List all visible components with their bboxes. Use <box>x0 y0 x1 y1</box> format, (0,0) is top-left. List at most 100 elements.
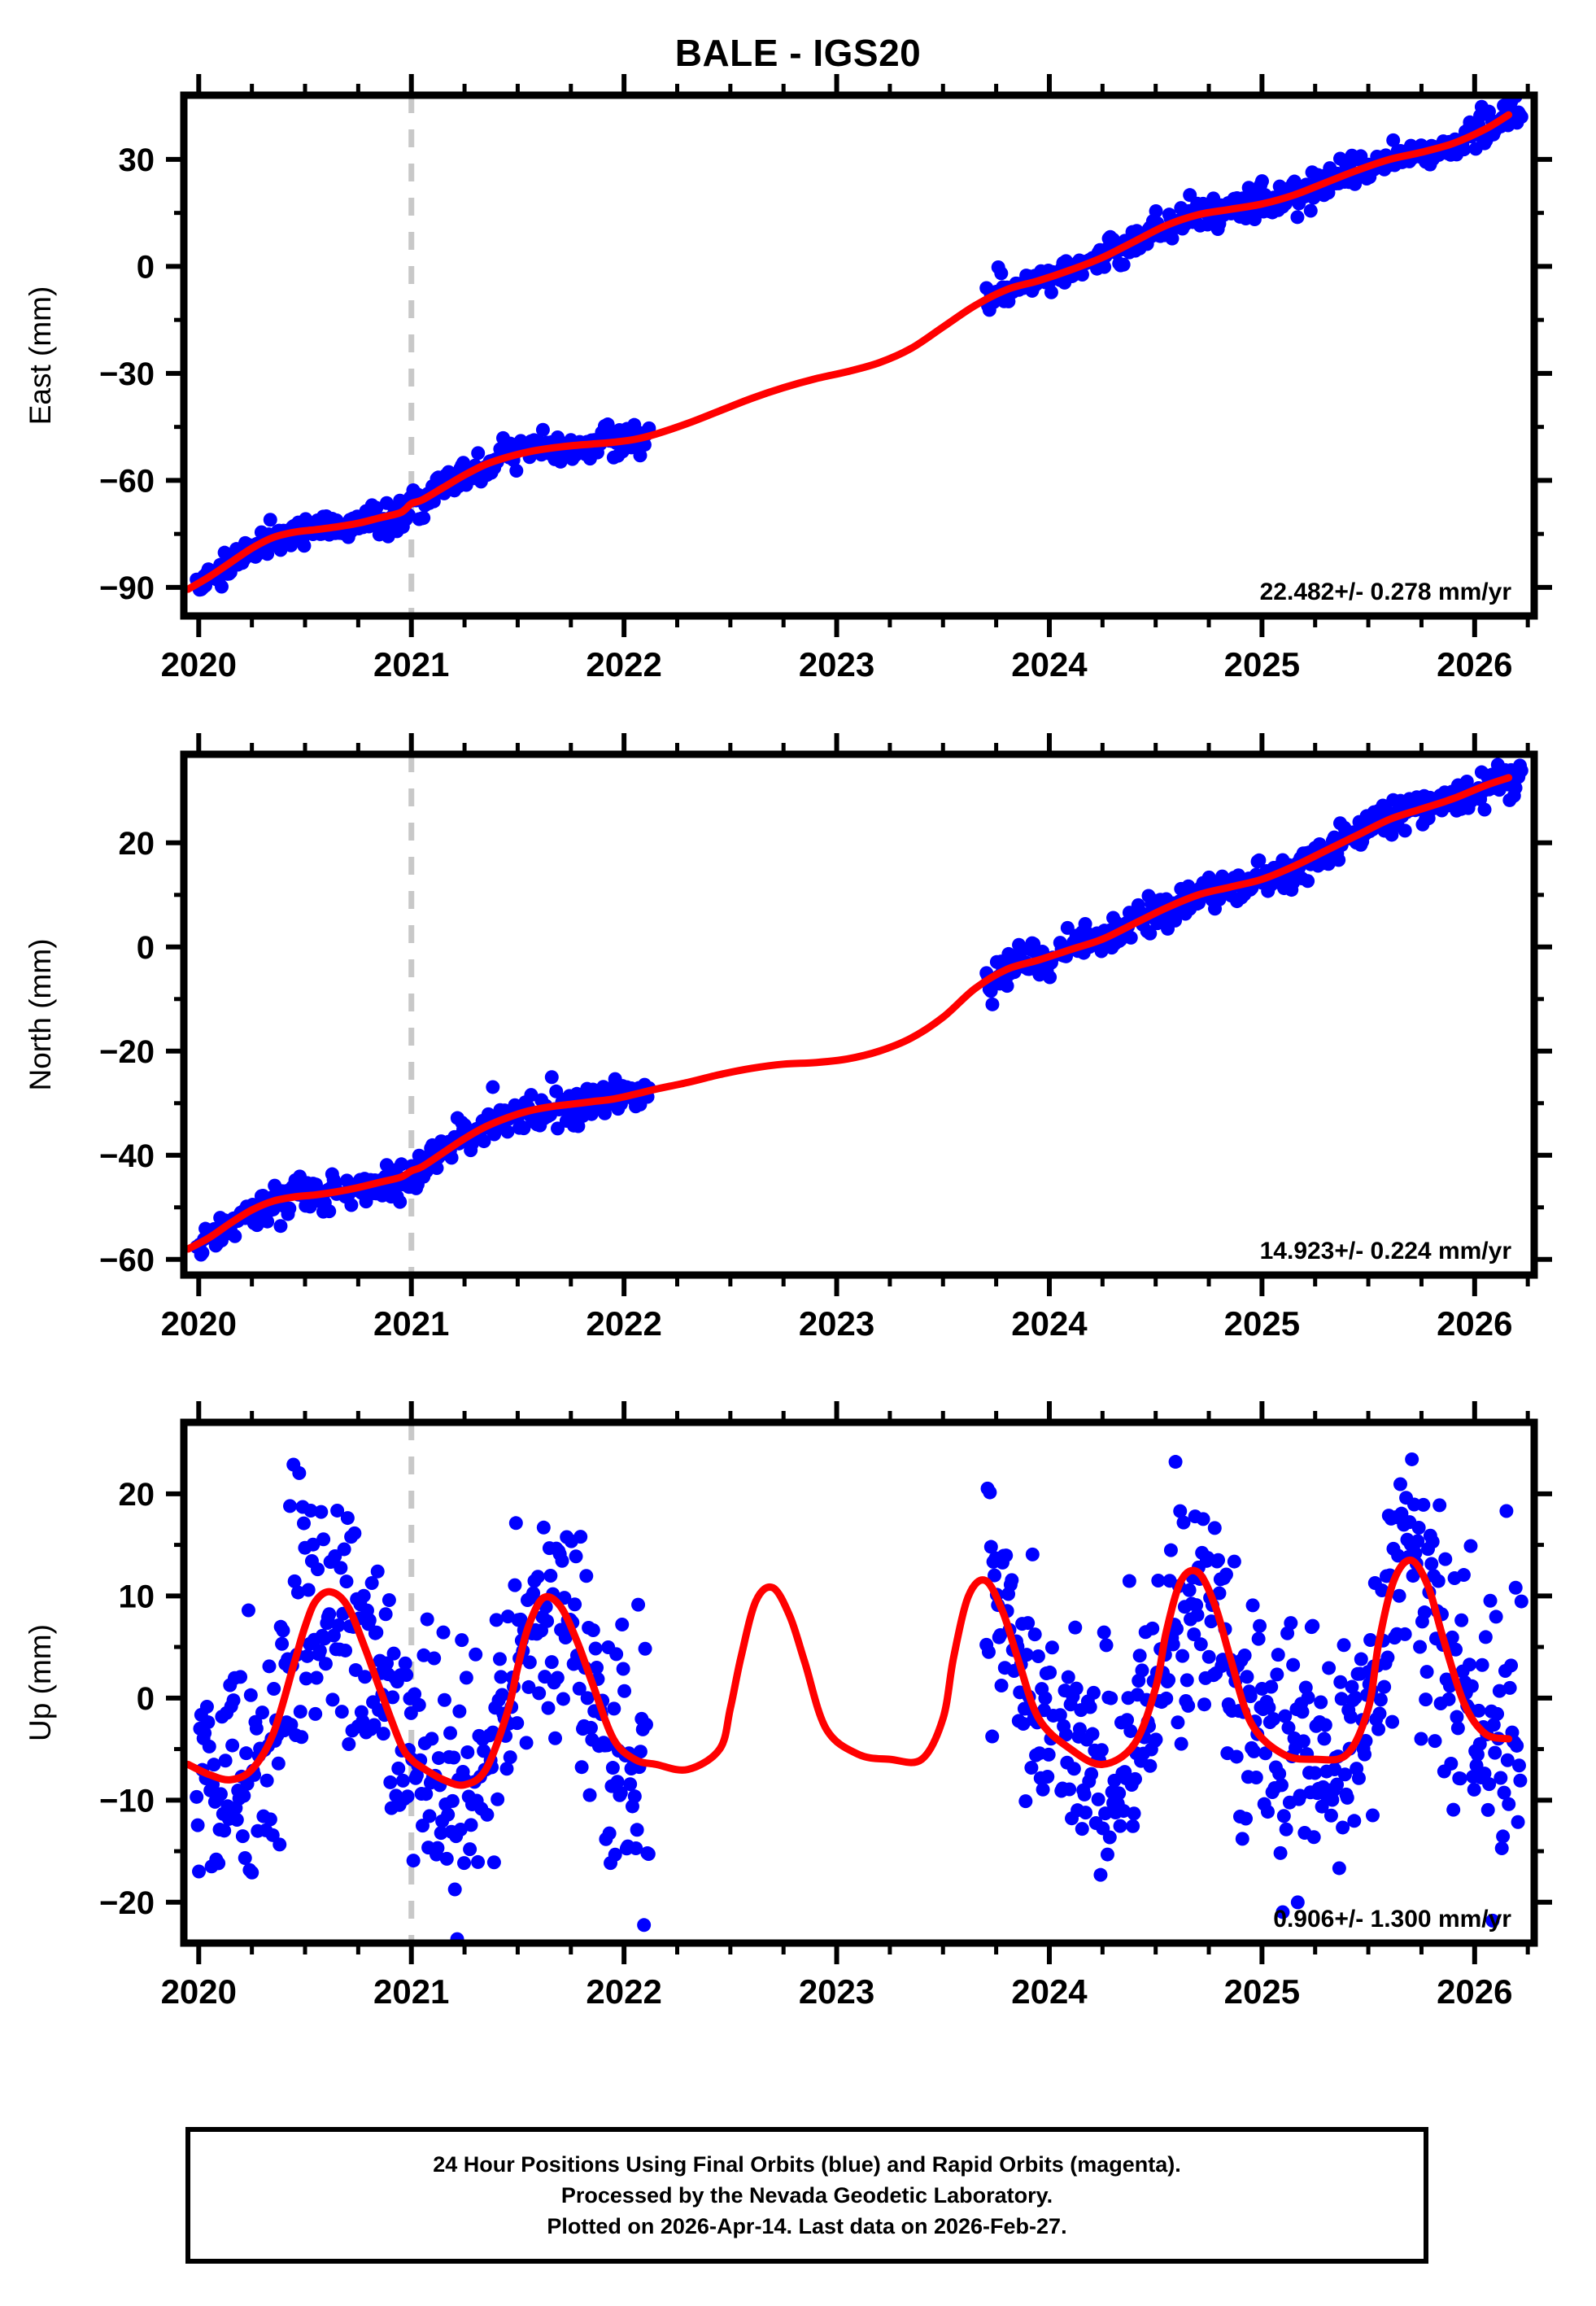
data-point <box>509 463 524 478</box>
data-point <box>1181 1698 1196 1713</box>
data-point <box>434 1826 448 1841</box>
data-layer-north <box>184 754 1528 1275</box>
data-point <box>292 1465 307 1480</box>
data-point <box>284 1718 299 1732</box>
data-point <box>441 1807 456 1822</box>
data-point <box>600 417 615 432</box>
data-point <box>1116 1804 1131 1819</box>
data-point <box>437 1692 451 1707</box>
data-point <box>1500 1753 1515 1767</box>
data-point <box>1135 1663 1149 1678</box>
data-point <box>303 1504 318 1518</box>
data-point <box>1174 1736 1188 1751</box>
data-point <box>1464 1679 1479 1693</box>
data-point <box>1421 811 1436 826</box>
data-point <box>275 1636 290 1651</box>
data-point <box>1486 1718 1501 1732</box>
data-point <box>237 1788 251 1803</box>
data-point <box>486 1855 501 1870</box>
data-point <box>633 448 648 463</box>
data-point <box>1098 1806 1113 1821</box>
data-point <box>386 1690 400 1705</box>
model-trajectory-line <box>184 774 1513 1253</box>
data-point <box>1097 1625 1111 1640</box>
data-point <box>1508 780 1523 795</box>
data-point <box>1337 1638 1351 1653</box>
data-point <box>641 1847 656 1862</box>
data-point <box>1143 926 1158 941</box>
data-point <box>1301 1690 1315 1705</box>
data-point <box>1490 1706 1505 1721</box>
chart-up: 20 10 0 −10 −20 2020 2021 2022 2023 2024 2025 2026 U… <box>24 1401 1552 2011</box>
data-point <box>342 1737 356 1752</box>
data-point <box>1249 1770 1263 1784</box>
data-point <box>530 1570 545 1584</box>
data-point <box>1018 1794 1033 1809</box>
data-point <box>629 1841 643 1855</box>
data-point <box>1494 1841 1509 1856</box>
data-point <box>399 1668 414 1683</box>
data-point <box>1454 1613 1469 1627</box>
data-point <box>1405 1452 1419 1466</box>
data-point <box>1025 1547 1040 1561</box>
data-point <box>1514 1594 1528 1609</box>
data-point <box>273 1219 288 1234</box>
data-point <box>1069 1681 1084 1696</box>
data-point <box>471 1854 486 1869</box>
data-point <box>1450 1710 1464 1724</box>
data-point <box>1237 1648 1252 1662</box>
data-point <box>1337 1767 1352 1782</box>
data-point <box>503 1750 517 1765</box>
data-point <box>1328 1762 1342 1776</box>
data-point <box>245 1865 259 1880</box>
data-point <box>1296 1734 1310 1749</box>
data-point <box>1419 1665 1434 1679</box>
data-point <box>615 1617 630 1631</box>
data-point <box>607 1701 621 1716</box>
rate-annotation-north: 14.923+/- 0.224 mm/yr <box>1260 1238 1512 1264</box>
data-point <box>322 1607 337 1622</box>
xtick-label: 2024 <box>1011 645 1088 684</box>
data-point <box>1306 1830 1321 1845</box>
data-point <box>1330 1777 1345 1792</box>
data-point <box>369 1625 384 1640</box>
data-point <box>1113 1819 1127 1833</box>
data-point <box>1482 1777 1497 1792</box>
data-point <box>1040 1770 1055 1784</box>
data-point <box>226 1693 241 1708</box>
data-point <box>412 1697 426 1712</box>
data-point <box>383 1775 398 1789</box>
data-point <box>299 1671 313 1686</box>
data-point <box>1083 1700 1097 1714</box>
data-point <box>1253 1618 1267 1633</box>
data-point <box>1483 1593 1498 1608</box>
data-point <box>380 1656 395 1671</box>
data-point <box>1075 268 1089 282</box>
data-point <box>301 1583 316 1597</box>
data-point <box>457 1856 472 1871</box>
data-point <box>436 1625 451 1640</box>
data-point <box>1201 1649 1216 1664</box>
data-point <box>1408 1546 1423 1561</box>
data-point <box>486 1080 500 1094</box>
data-point <box>1072 1722 1087 1736</box>
data-point <box>1494 1771 1508 1785</box>
data-point <box>1416 1497 1431 1512</box>
data-point <box>1176 1515 1191 1530</box>
data-point <box>1485 1913 1500 1928</box>
data-point <box>1024 1760 1039 1775</box>
data-point <box>1453 1771 1467 1786</box>
data-point <box>1123 930 1138 945</box>
data-point <box>1021 1616 1036 1631</box>
data-point <box>1333 1675 1348 1689</box>
data-point <box>1419 1692 1433 1707</box>
data-point <box>1372 1706 1387 1721</box>
data-point <box>1062 1782 1077 1797</box>
data-point <box>267 1682 281 1697</box>
yaxis-title-up: Up (mm) <box>24 1624 57 1741</box>
data-point <box>1470 1747 1485 1762</box>
plot-frame <box>180 1418 1538 1947</box>
data-point <box>489 1613 504 1627</box>
data-point <box>1322 1661 1337 1675</box>
data-point <box>202 1739 216 1754</box>
